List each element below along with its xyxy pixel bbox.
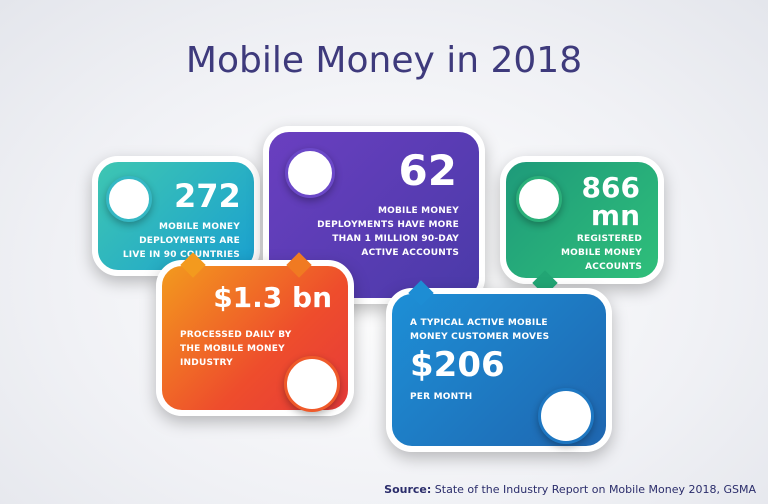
text-line: DEPLOYMENTS HAVE MORE (317, 220, 459, 230)
text-line: LIVE IN 90 COUNTRIES (122, 250, 240, 260)
icon (284, 356, 340, 412)
source-label: Source: (384, 483, 432, 496)
number-line: 866 (581, 171, 640, 204)
text-line: MOBILE MONEY (158, 222, 240, 232)
text-line: THAN 1 MILLION 90-DAY (332, 234, 459, 244)
source: Source: State of the Industry Report on … (384, 483, 756, 496)
icon (516, 176, 562, 222)
number-line: mn (590, 199, 640, 232)
text-line: THE MOBILE MONEY (180, 344, 285, 354)
card: 866 mn REGISTERED MOBILE MONEY ACCOUNTS (500, 156, 664, 296)
stat-text: REGISTERED MOBILE MONEY ACCOUNTS (561, 232, 642, 274)
text-line: DEPLOYMENTS ARE (139, 236, 240, 246)
text-line: ACCOUNTS (585, 262, 642, 272)
stat-number: $206 (410, 345, 505, 385)
stat-text: PROCESSED DAILY BY THE MOBILE MONEY INDU… (180, 328, 292, 370)
text-line: INDUSTRY (180, 358, 233, 368)
source-text: State of the Industry Report on Mobile M… (434, 483, 756, 496)
icon (538, 388, 594, 444)
text-line: MONEY CUSTOMER MOVES (410, 332, 550, 342)
card: $1.3 bn PROCESSED DAILY BY THE MOBILE MO… (156, 252, 354, 416)
card: 272 MOBILE MONEY DEPLOYMENTS ARE LIVE IN… (92, 156, 260, 276)
stat-number: 272 (174, 177, 241, 215)
stat-number: $1.3 bn (213, 281, 332, 314)
stat-text: A TYPICAL ACTIVE MOBILE MONEY CUSTOMER M… (410, 316, 549, 344)
stat-text: PER MONTH (410, 390, 472, 404)
text-line: MOBILE MONEY (377, 206, 459, 216)
text-line: PROCESSED DAILY BY (180, 330, 292, 340)
stat-number: 62 (398, 146, 457, 195)
text-line: MOBILE MONEY (560, 248, 642, 258)
text-line: ACTIVE ACCOUNTS (361, 248, 459, 258)
stat-text: MOBILE MONEY DEPLOYMENTS HAVE MORE THAN … (317, 204, 459, 260)
card: A TYPICAL ACTIVE MOBILE MONEY CUSTOMER M… (386, 280, 612, 452)
stat-number: 866 mn (582, 174, 640, 230)
stat-text: MOBILE MONEY DEPLOYMENTS ARE LIVE IN 90 … (123, 220, 240, 262)
text-line: PER MONTH (410, 392, 473, 402)
text-line: REGISTERED (576, 234, 642, 244)
text-line: A TYPICAL ACTIVE MOBILE (410, 318, 548, 328)
icon (285, 148, 335, 198)
icon (106, 176, 152, 222)
title: Mobile Money in 2018 (185, 40, 583, 81)
